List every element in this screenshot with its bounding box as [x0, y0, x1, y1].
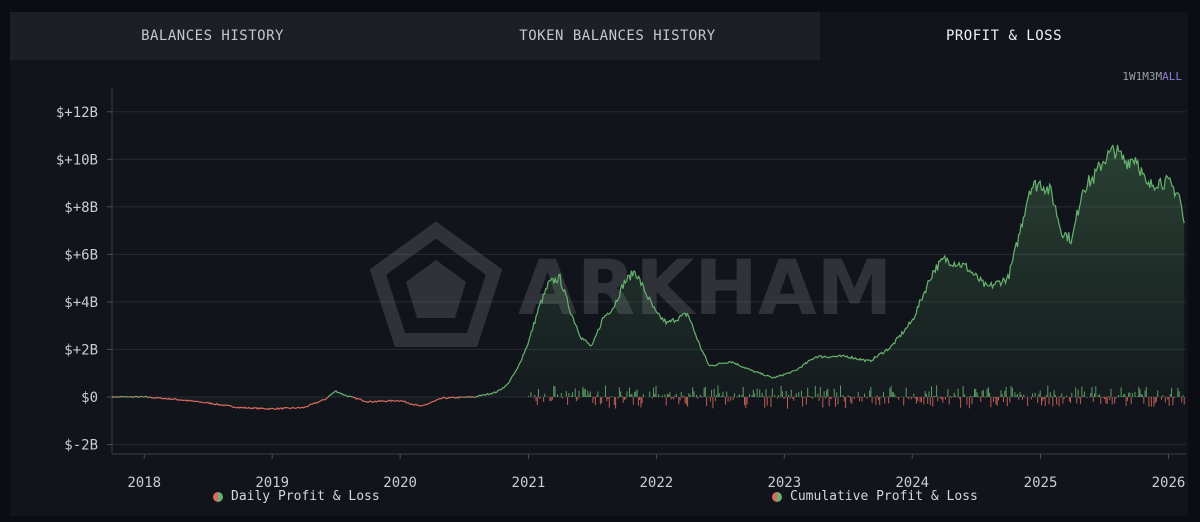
legend-dot-icon: [213, 491, 223, 502]
y-tick-label: $+12B: [56, 105, 98, 121]
y-tick-label: $+4B: [64, 295, 98, 311]
y-axis-ticks: $-2B $0 $+2B $+4B $+6B $+8B $+10B $+12B: [56, 105, 112, 453]
x-tick-label: 2026: [1152, 475, 1186, 491]
watermark-text: ARKHAM: [518, 243, 892, 332]
legend-label: Cumulative Profit & Loss: [790, 489, 978, 504]
y-tick-label: $+2B: [64, 342, 98, 358]
arkham-watermark: ARKHAM: [369, 221, 892, 347]
y-tick-label: $0: [81, 390, 98, 406]
y-tick-label: $+8B: [64, 200, 98, 216]
x-tick-label: 2024: [895, 475, 929, 491]
x-tick-label: 2023: [767, 475, 801, 491]
legend-label: Daily Profit & Loss: [231, 489, 380, 504]
y-tick-label: $+6B: [64, 247, 98, 263]
pnl-panel: BALANCES HISTORY TOKEN BALANCES HISTORY …: [10, 12, 1188, 516]
range-1w[interactable]: 1W: [1122, 70, 1136, 83]
range-1m[interactable]: 1M: [1135, 70, 1149, 83]
y-tick-label: $-2B: [64, 437, 98, 453]
x-tick-label: 2018: [127, 475, 161, 491]
tab-token-balances-history[interactable]: TOKEN BALANCES HISTORY: [415, 12, 820, 60]
pnl-chart: ARKHAM $-2B$0$+2B$+4B$+6B$+8B$+10B$+12B …: [56, 88, 1186, 491]
legend-cumulative-pnl[interactable]: Cumulative Profit & Loss: [772, 489, 978, 504]
x-tick-label: 2019: [255, 475, 289, 491]
range-3m[interactable]: 3M: [1148, 70, 1163, 83]
legend-daily-pnl[interactable]: Daily Profit & Loss: [213, 489, 380, 504]
tab-profit-and-loss[interactable]: PROFIT & LOSS: [820, 12, 1188, 60]
cumulative-pnl-line-negative: [111, 396, 479, 411]
time-range-selector: 1W 1M 3M ALL: [1122, 70, 1182, 83]
cumulative-pnl-line-positive: [111, 144, 1185, 397]
tab-balances-history[interactable]: BALANCES HISTORY: [10, 12, 415, 60]
chart-area: ARKHAM $-2B $0 $+2B $+4B $+6B $+8B $+10B $+12B …: [10, 12, 1188, 516]
tab-bar: BALANCES HISTORY TOKEN BALANCES HISTORY …: [10, 12, 1188, 60]
cumulative-pnl-area: [112, 144, 1185, 410]
arkham-logo-icon: [369, 221, 503, 347]
x-tick-label: 2022: [640, 475, 674, 491]
x-tick-label: 2025: [1024, 475, 1058, 491]
x-tick-label: 2021: [512, 475, 546, 491]
legend-dot-icon: [772, 491, 782, 502]
x-axis-ticks: 2018 2019 2020 2021 2022 2023 2024 2025 2026: [127, 454, 1185, 491]
y-tick-label: $+10B: [56, 152, 98, 168]
range-all[interactable]: ALL: [1162, 70, 1182, 83]
x-tick-label: 2020: [383, 475, 417, 491]
